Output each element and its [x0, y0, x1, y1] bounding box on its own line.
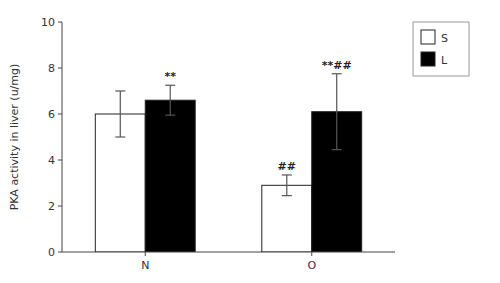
y-tick-label: 2 [48, 200, 55, 213]
error-bar [165, 85, 175, 115]
y-tick-label: 4 [48, 154, 55, 167]
error-cap [332, 73, 342, 74]
bar [145, 100, 195, 252]
x-tick [311, 252, 312, 256]
y-tick [58, 22, 62, 23]
y-tick [58, 114, 62, 115]
x-tick [145, 252, 146, 256]
x-axis-line [62, 252, 395, 253]
error-cap [165, 115, 175, 116]
legend: SL [413, 22, 469, 76]
error-line [336, 74, 337, 150]
error-cap [332, 149, 342, 150]
plot-area [95, 74, 361, 252]
y-tick [58, 206, 62, 207]
axes: 0 2 4 6 8 10 N O [41, 16, 395, 272]
chart: ## ** **## 0 2 4 6 8 10 N O PKA activity in liver (… [0, 0, 500, 283]
error-cap [282, 195, 292, 196]
y-axis-label: PKA activity in liver (u/mg) [8, 64, 21, 211]
error-cap [115, 90, 125, 91]
error-line [120, 91, 121, 137]
legend-label: S [441, 32, 448, 45]
error-bar [282, 175, 292, 196]
error-cap [282, 174, 292, 175]
bar [262, 185, 312, 252]
annotation: ## [278, 160, 296, 173]
error-bar [332, 74, 342, 150]
legend-label: L [441, 54, 448, 67]
annotation: ** [164, 70, 176, 83]
annotations: ## ** **## [164, 59, 351, 173]
y-tick-label: 10 [41, 16, 55, 29]
x-tick-label: N [141, 259, 149, 272]
y-axis-line [62, 22, 63, 252]
y-tick [58, 160, 62, 161]
legend-swatch [421, 52, 435, 66]
legend-swatch [421, 30, 435, 44]
y-tick-label: 0 [48, 246, 55, 259]
y-tick [58, 252, 62, 253]
y-tick [58, 68, 62, 69]
y-tick-label: 8 [48, 62, 55, 75]
annotation: **## [322, 59, 352, 72]
error-bar [115, 91, 125, 137]
y-tick-label: 6 [48, 108, 55, 121]
error-line [170, 85, 171, 115]
x-tick-label: O [307, 259, 316, 272]
error-line [286, 175, 287, 196]
error-cap [165, 85, 175, 86]
legend-frame [413, 22, 469, 76]
error-cap [115, 136, 125, 137]
